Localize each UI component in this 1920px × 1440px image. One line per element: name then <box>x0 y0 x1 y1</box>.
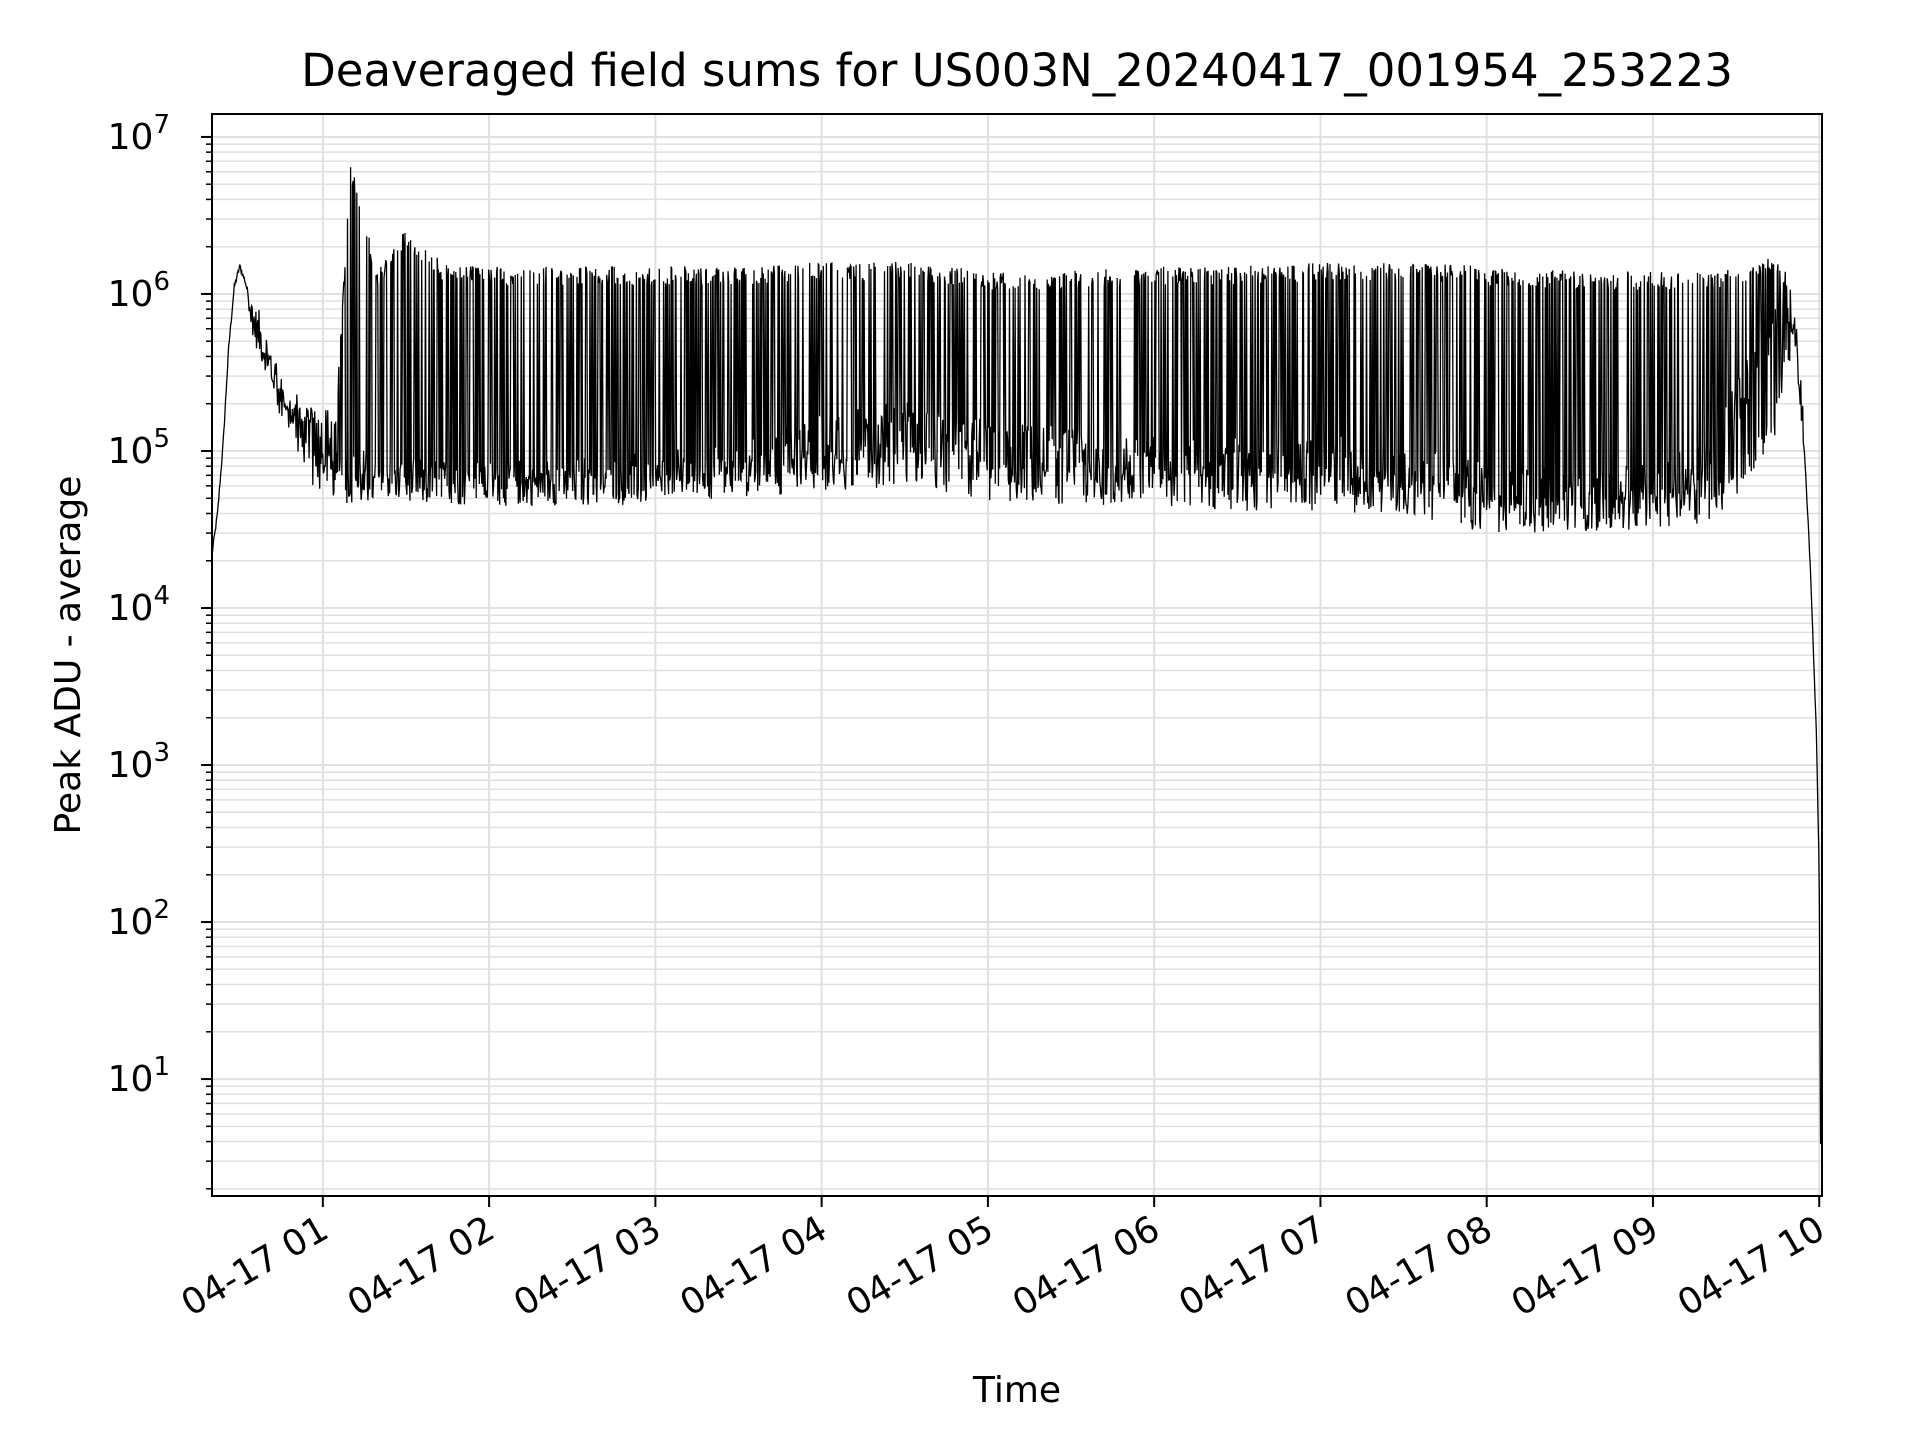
y-tick-label: 103 <box>108 738 170 786</box>
y-tick-label: 102 <box>108 895 170 943</box>
chart-title: Deaveraged field sums for US003N_2024041… <box>301 44 1733 97</box>
y-axis-title: Peak ADU - average <box>48 476 89 835</box>
series-line <box>211 167 1822 1144</box>
y-tick-label: 107 <box>108 110 170 158</box>
y-tick-label: 106 <box>108 267 170 315</box>
y-tick-label: 104 <box>108 581 170 629</box>
y-tick-label: 105 <box>108 424 170 472</box>
x-axis-title: Time <box>972 1370 1061 1411</box>
data-series <box>211 167 1822 1144</box>
y-tick-label: 101 <box>108 1052 170 1100</box>
